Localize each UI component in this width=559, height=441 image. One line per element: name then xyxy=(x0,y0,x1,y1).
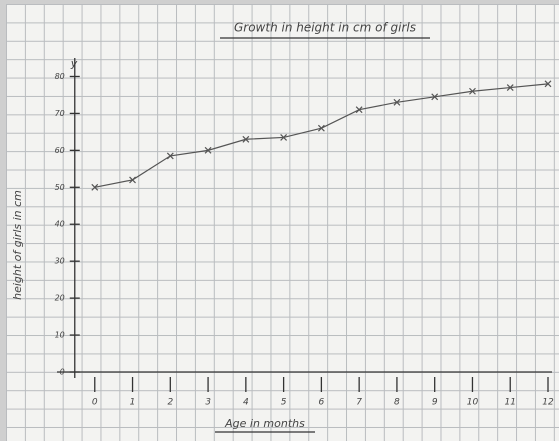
x-axis-label: Age in months xyxy=(224,417,305,430)
x-tick-label: 7 xyxy=(356,398,362,408)
chart-title: Growth in height in cm of girls xyxy=(234,21,416,35)
x-tick-label: 8 xyxy=(394,398,400,408)
data-line xyxy=(95,84,548,187)
x-tick-label: 2 xyxy=(167,398,173,408)
x-tick-label: 5 xyxy=(281,398,287,408)
x-tick-label: 4 xyxy=(243,398,249,408)
x-tick-label: 3 xyxy=(205,398,211,408)
screenshot: Growth in height in cm of girls Age in m… xyxy=(0,0,559,441)
x-tick-label: 0 xyxy=(92,398,98,408)
y-tick-label: 60 xyxy=(55,146,65,155)
x-tick-label: 11 xyxy=(505,398,516,408)
x-tick-label: 10 xyxy=(467,398,479,408)
y-tick-label: 30 xyxy=(55,257,65,266)
y-tick-label: 70 xyxy=(55,109,65,118)
y-tick-label: 50 xyxy=(55,183,65,192)
x-tick-label: 12 xyxy=(542,398,554,408)
y-tick-label: 80 xyxy=(55,72,65,81)
y-tick-label: 20 xyxy=(55,294,65,303)
x-tick-label: 1 xyxy=(130,398,136,408)
x-tick-label: 6 xyxy=(319,398,325,408)
chart: Growth in height in cm of girls Age in m… xyxy=(0,0,559,441)
y-axis-letter: y xyxy=(70,57,78,70)
y-tick-label: 10 xyxy=(55,331,65,340)
y-tick-label: 40 xyxy=(55,220,65,229)
y-tick-label: 0 xyxy=(60,368,65,377)
x-tick-label: 9 xyxy=(432,398,438,408)
y-axis-label: height of girls in cm xyxy=(11,190,24,300)
